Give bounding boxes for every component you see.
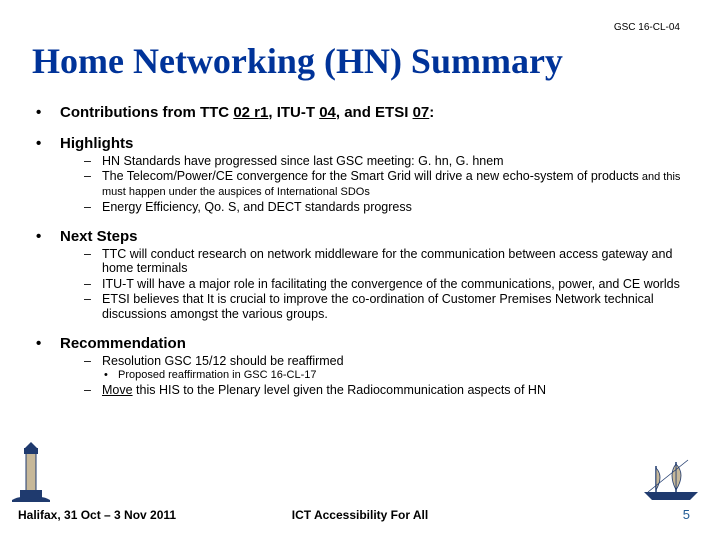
footer-tagline: ICT Accessibility For All: [0, 508, 720, 522]
dash-icon: –: [84, 292, 102, 306]
contrib-mid1: , ITU-T: [268, 104, 319, 121]
dash-icon: –: [84, 200, 102, 214]
highlights-text-2: The Telecom/Power/CE convergence for the…: [102, 169, 639, 183]
highlights-text-1: HN Standards have progressed since last …: [102, 154, 688, 168]
lighthouse-icon: [12, 442, 50, 502]
next-steps-item: – ITU-T will have a major role in facili…: [84, 277, 688, 291]
recommendation-subtext: Proposed reaffirmation in GSC 16-CL-17: [118, 369, 317, 382]
next-steps-item: – ETSI believes that It is crucial to im…: [84, 292, 688, 321]
slide-content: • Contributions from TTC 02 r1, ITU-T 04…: [32, 104, 688, 398]
document-id: GSC 16-CL-04: [614, 22, 680, 33]
recommendation-text-2: this HIS to the Plenary level given the …: [133, 383, 546, 397]
link-04[interactable]: 04: [319, 104, 336, 121]
highlights-heading: • Highlights: [36, 135, 688, 152]
slide-title: Home Networking (HN) Summary: [32, 40, 688, 82]
dash-icon: –: [84, 247, 102, 261]
recommendation-label: Recommendation: [60, 335, 186, 352]
contrib-suffix: :: [429, 104, 434, 121]
highlights-item: – The Telecom/Power/CE convergence for t…: [84, 169, 688, 198]
dash-icon: –: [84, 383, 102, 397]
contrib-mid2: , and ETSI: [336, 104, 413, 121]
recommendation-text-1: Resolution GSC 15/12 should be reaffirme…: [102, 354, 688, 368]
bullet-dot: •: [36, 104, 60, 121]
dash-icon: –: [84, 354, 102, 368]
highlights-item: – Energy Efficiency, Qo. S, and DECT sta…: [84, 200, 688, 214]
recommendation-heading: • Recommendation: [36, 335, 688, 352]
next-steps-list: – TTC will conduct research on network m…: [84, 247, 688, 321]
bullet-dot: •: [36, 335, 60, 352]
contributions-line: • Contributions from TTC 02 r1, ITU-T 04…: [36, 104, 688, 121]
page-number: 5: [683, 507, 690, 522]
recommendation-list: – Resolution GSC 15/12 should be reaffir…: [84, 354, 688, 398]
link-02r1[interactable]: 02 r1: [233, 104, 268, 121]
link-07[interactable]: 07: [413, 104, 430, 121]
dash-icon: –: [84, 277, 102, 291]
dash-icon: –: [84, 154, 102, 168]
slide-root: GSC 16-CL-04 Home Networking (HN) Summar…: [0, 0, 720, 540]
highlights-text-3: Energy Efficiency, Qo. S, and DECT stand…: [102, 200, 688, 214]
highlights-list: – HN Standards have progressed since las…: [84, 154, 688, 214]
recommendation-subitem: • Proposed reaffirmation in GSC 16-CL-17: [104, 369, 688, 382]
bullet-dot: •: [36, 228, 60, 245]
recommendation-item: – Resolution GSC 15/12 should be reaffir…: [84, 354, 688, 368]
next-steps-label: Next Steps: [60, 228, 138, 245]
bullet-dot: •: [104, 369, 118, 382]
next-steps-text-2: ITU-T will have a major role in facilita…: [102, 277, 688, 291]
bullet-dot: •: [36, 135, 60, 152]
next-steps-text-1: TTC will conduct research on network mid…: [102, 247, 688, 276]
link-move[interactable]: Move: [102, 383, 133, 397]
recommendation-sublist: • Proposed reaffirmation in GSC 16-CL-17: [104, 369, 688, 382]
dash-icon: –: [84, 169, 102, 183]
contrib-prefix: Contributions from TTC: [60, 104, 233, 121]
highlights-label: Highlights: [60, 135, 133, 152]
ship-icon: [640, 458, 702, 502]
recommendation-item: – Move this HIS to the Plenary level giv…: [84, 383, 688, 397]
highlights-item: – HN Standards have progressed since las…: [84, 154, 688, 168]
next-steps-heading: • Next Steps: [36, 228, 688, 245]
next-steps-text-3: ETSI believes that It is crucial to impr…: [102, 292, 688, 321]
next-steps-item: – TTC will conduct research on network m…: [84, 247, 688, 276]
